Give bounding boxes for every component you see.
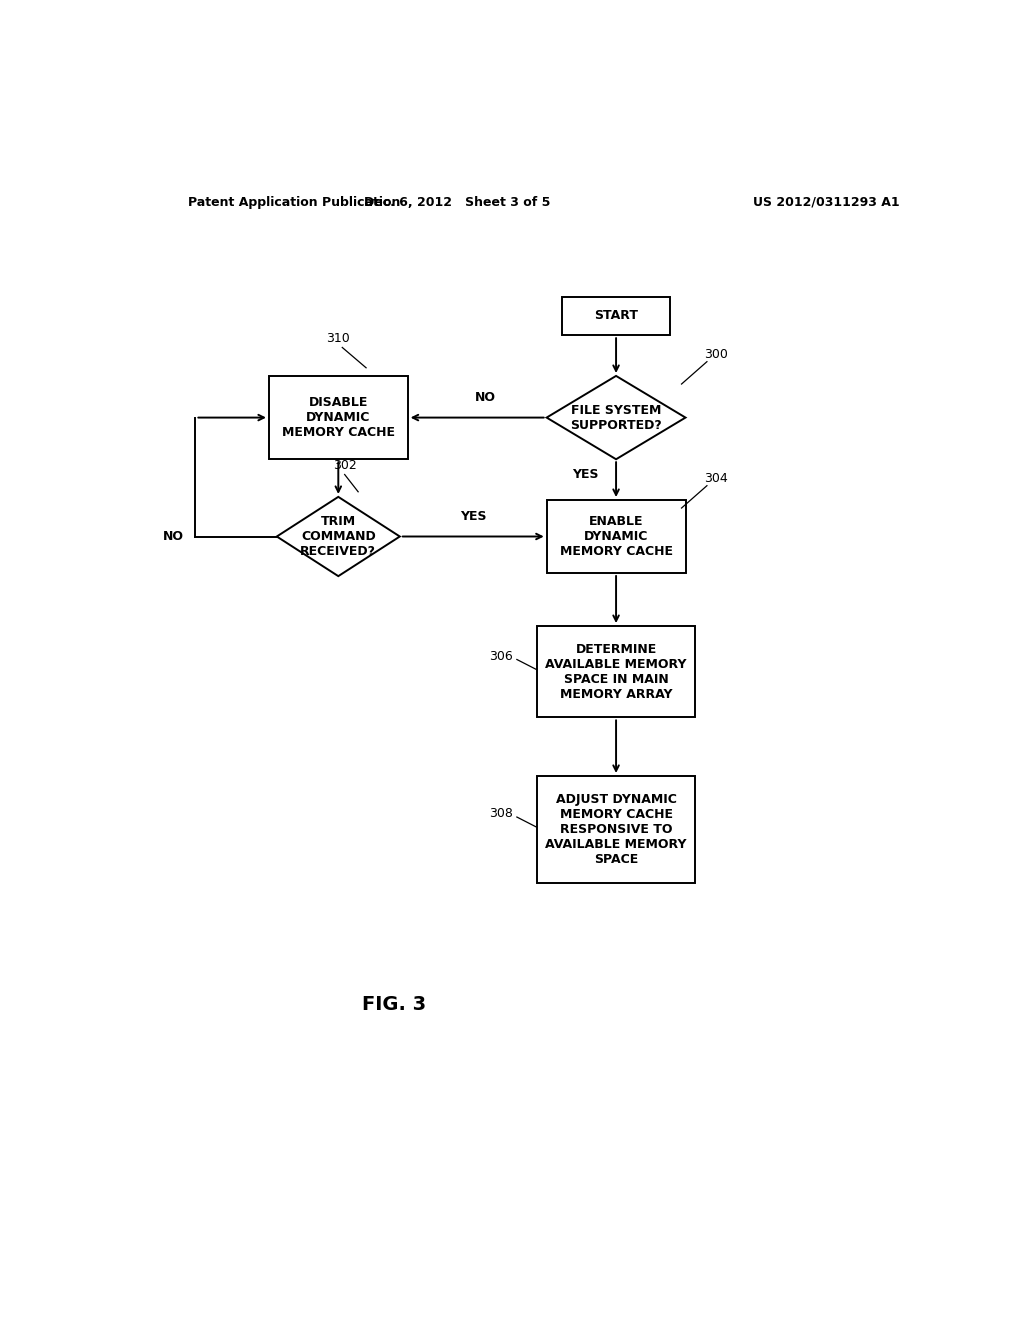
Text: TRIM
COMMAND
RECEIVED?: TRIM COMMAND RECEIVED?	[300, 515, 376, 558]
Bar	[562, 297, 670, 335]
Text: US 2012/0311293 A1: US 2012/0311293 A1	[753, 195, 900, 209]
Text: Dec. 6, 2012   Sheet 3 of 5: Dec. 6, 2012 Sheet 3 of 5	[365, 195, 551, 209]
Text: FILE SYSTEM
SUPPORTED?: FILE SYSTEM SUPPORTED?	[570, 404, 662, 432]
Text: 310: 310	[327, 333, 350, 346]
Text: 308: 308	[489, 808, 513, 821]
Text: ADJUST DYNAMIC
MEMORY CACHE
RESPONSIVE TO
AVAILABLE MEMORY
SPACE: ADJUST DYNAMIC MEMORY CACHE RESPONSIVE T…	[546, 793, 687, 866]
Bar	[537, 776, 695, 883]
Text: Patent Application Publication: Patent Application Publication	[187, 195, 400, 209]
Text: YES: YES	[460, 511, 486, 523]
Bar	[537, 626, 695, 718]
Text: DETERMINE
AVAILABLE MEMORY
SPACE IN MAIN
MEMORY ARRAY: DETERMINE AVAILABLE MEMORY SPACE IN MAIN…	[546, 643, 687, 701]
Bar	[547, 500, 685, 573]
Text: FIG. 3: FIG. 3	[361, 994, 426, 1014]
Text: 302: 302	[333, 459, 356, 473]
Text: 304: 304	[705, 471, 728, 484]
Text: START: START	[594, 309, 638, 322]
Text: YES: YES	[572, 469, 599, 480]
Text: DISABLE
DYNAMIC
MEMORY CACHE: DISABLE DYNAMIC MEMORY CACHE	[282, 396, 395, 440]
Text: 300: 300	[705, 347, 728, 360]
Bar	[269, 376, 408, 459]
Text: NO: NO	[474, 391, 496, 404]
Text: ENABLE
DYNAMIC
MEMORY CACHE: ENABLE DYNAMIC MEMORY CACHE	[559, 515, 673, 558]
Polygon shape	[547, 376, 685, 459]
Text: 306: 306	[489, 649, 513, 663]
Polygon shape	[276, 496, 399, 576]
Text: NO: NO	[163, 531, 183, 543]
